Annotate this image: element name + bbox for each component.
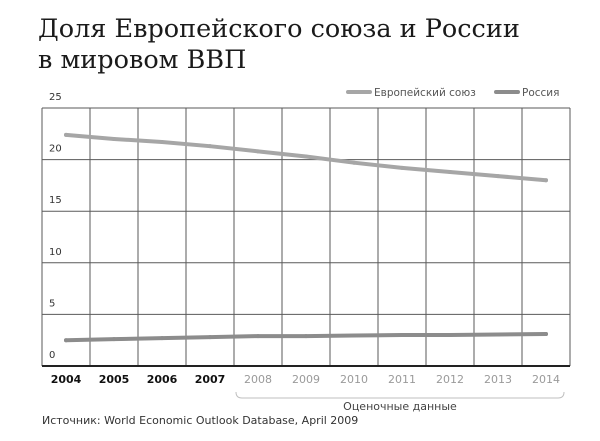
data-point-0	[544, 178, 548, 183]
y-tick-label: 25	[49, 92, 62, 103]
legend-label: Европейский союз	[374, 87, 476, 99]
data-point-1	[448, 333, 452, 338]
data-point-1	[256, 334, 260, 339]
data-point-0	[208, 144, 212, 149]
source-note: Источник: World Economic Outlook Databas…	[42, 414, 359, 427]
data-point-0	[496, 174, 500, 179]
y-tick-label: 5	[49, 298, 55, 309]
y-tick-label: 0	[49, 350, 55, 361]
x-tick-label: 2011	[388, 373, 416, 386]
data-point-0	[352, 160, 356, 165]
x-tick-label: 2012	[436, 373, 464, 386]
estimated-label: Оценочные данные	[343, 400, 457, 413]
data-point-0	[400, 165, 404, 170]
title-line-2: в мировом ВВП	[38, 45, 247, 75]
y-tick-label: 10	[49, 247, 62, 258]
x-tick-label: 2008	[244, 373, 272, 386]
data-point-1	[496, 332, 500, 337]
y-tick-label: 20	[49, 144, 62, 155]
data-point-1	[352, 333, 356, 338]
y-tick-label: 15	[49, 195, 62, 206]
data-point-0	[304, 154, 308, 159]
legend-label: Россия	[522, 87, 559, 99]
data-point-0	[160, 140, 164, 145]
data-point-1	[208, 335, 212, 340]
data-point-1	[400, 333, 404, 338]
data-point-1	[112, 337, 116, 342]
data-point-1	[544, 332, 548, 337]
data-point-0	[112, 136, 116, 141]
chart-title: Доля Европейского союза и России в миров…	[38, 14, 578, 76]
x-tick-label: 2004	[51, 373, 82, 386]
data-point-0	[256, 149, 260, 154]
x-tick-label: 2010	[340, 373, 368, 386]
data-point-1	[160, 336, 164, 341]
data-point-1	[64, 338, 68, 343]
x-tick-label: 2014	[532, 373, 560, 386]
data-point-1	[304, 334, 308, 339]
x-tick-label: 2013	[484, 373, 512, 386]
title-line-1: Доля Европейского союза и России	[38, 14, 520, 44]
x-tick-label: 2007	[195, 373, 226, 386]
data-point-0	[64, 132, 68, 137]
data-point-0	[448, 169, 452, 174]
x-tick-label: 2006	[147, 373, 178, 386]
x-tick-label: 2009	[292, 373, 320, 386]
estimated-bracket	[235, 391, 565, 399]
x-tick-label: 2005	[99, 373, 130, 386]
